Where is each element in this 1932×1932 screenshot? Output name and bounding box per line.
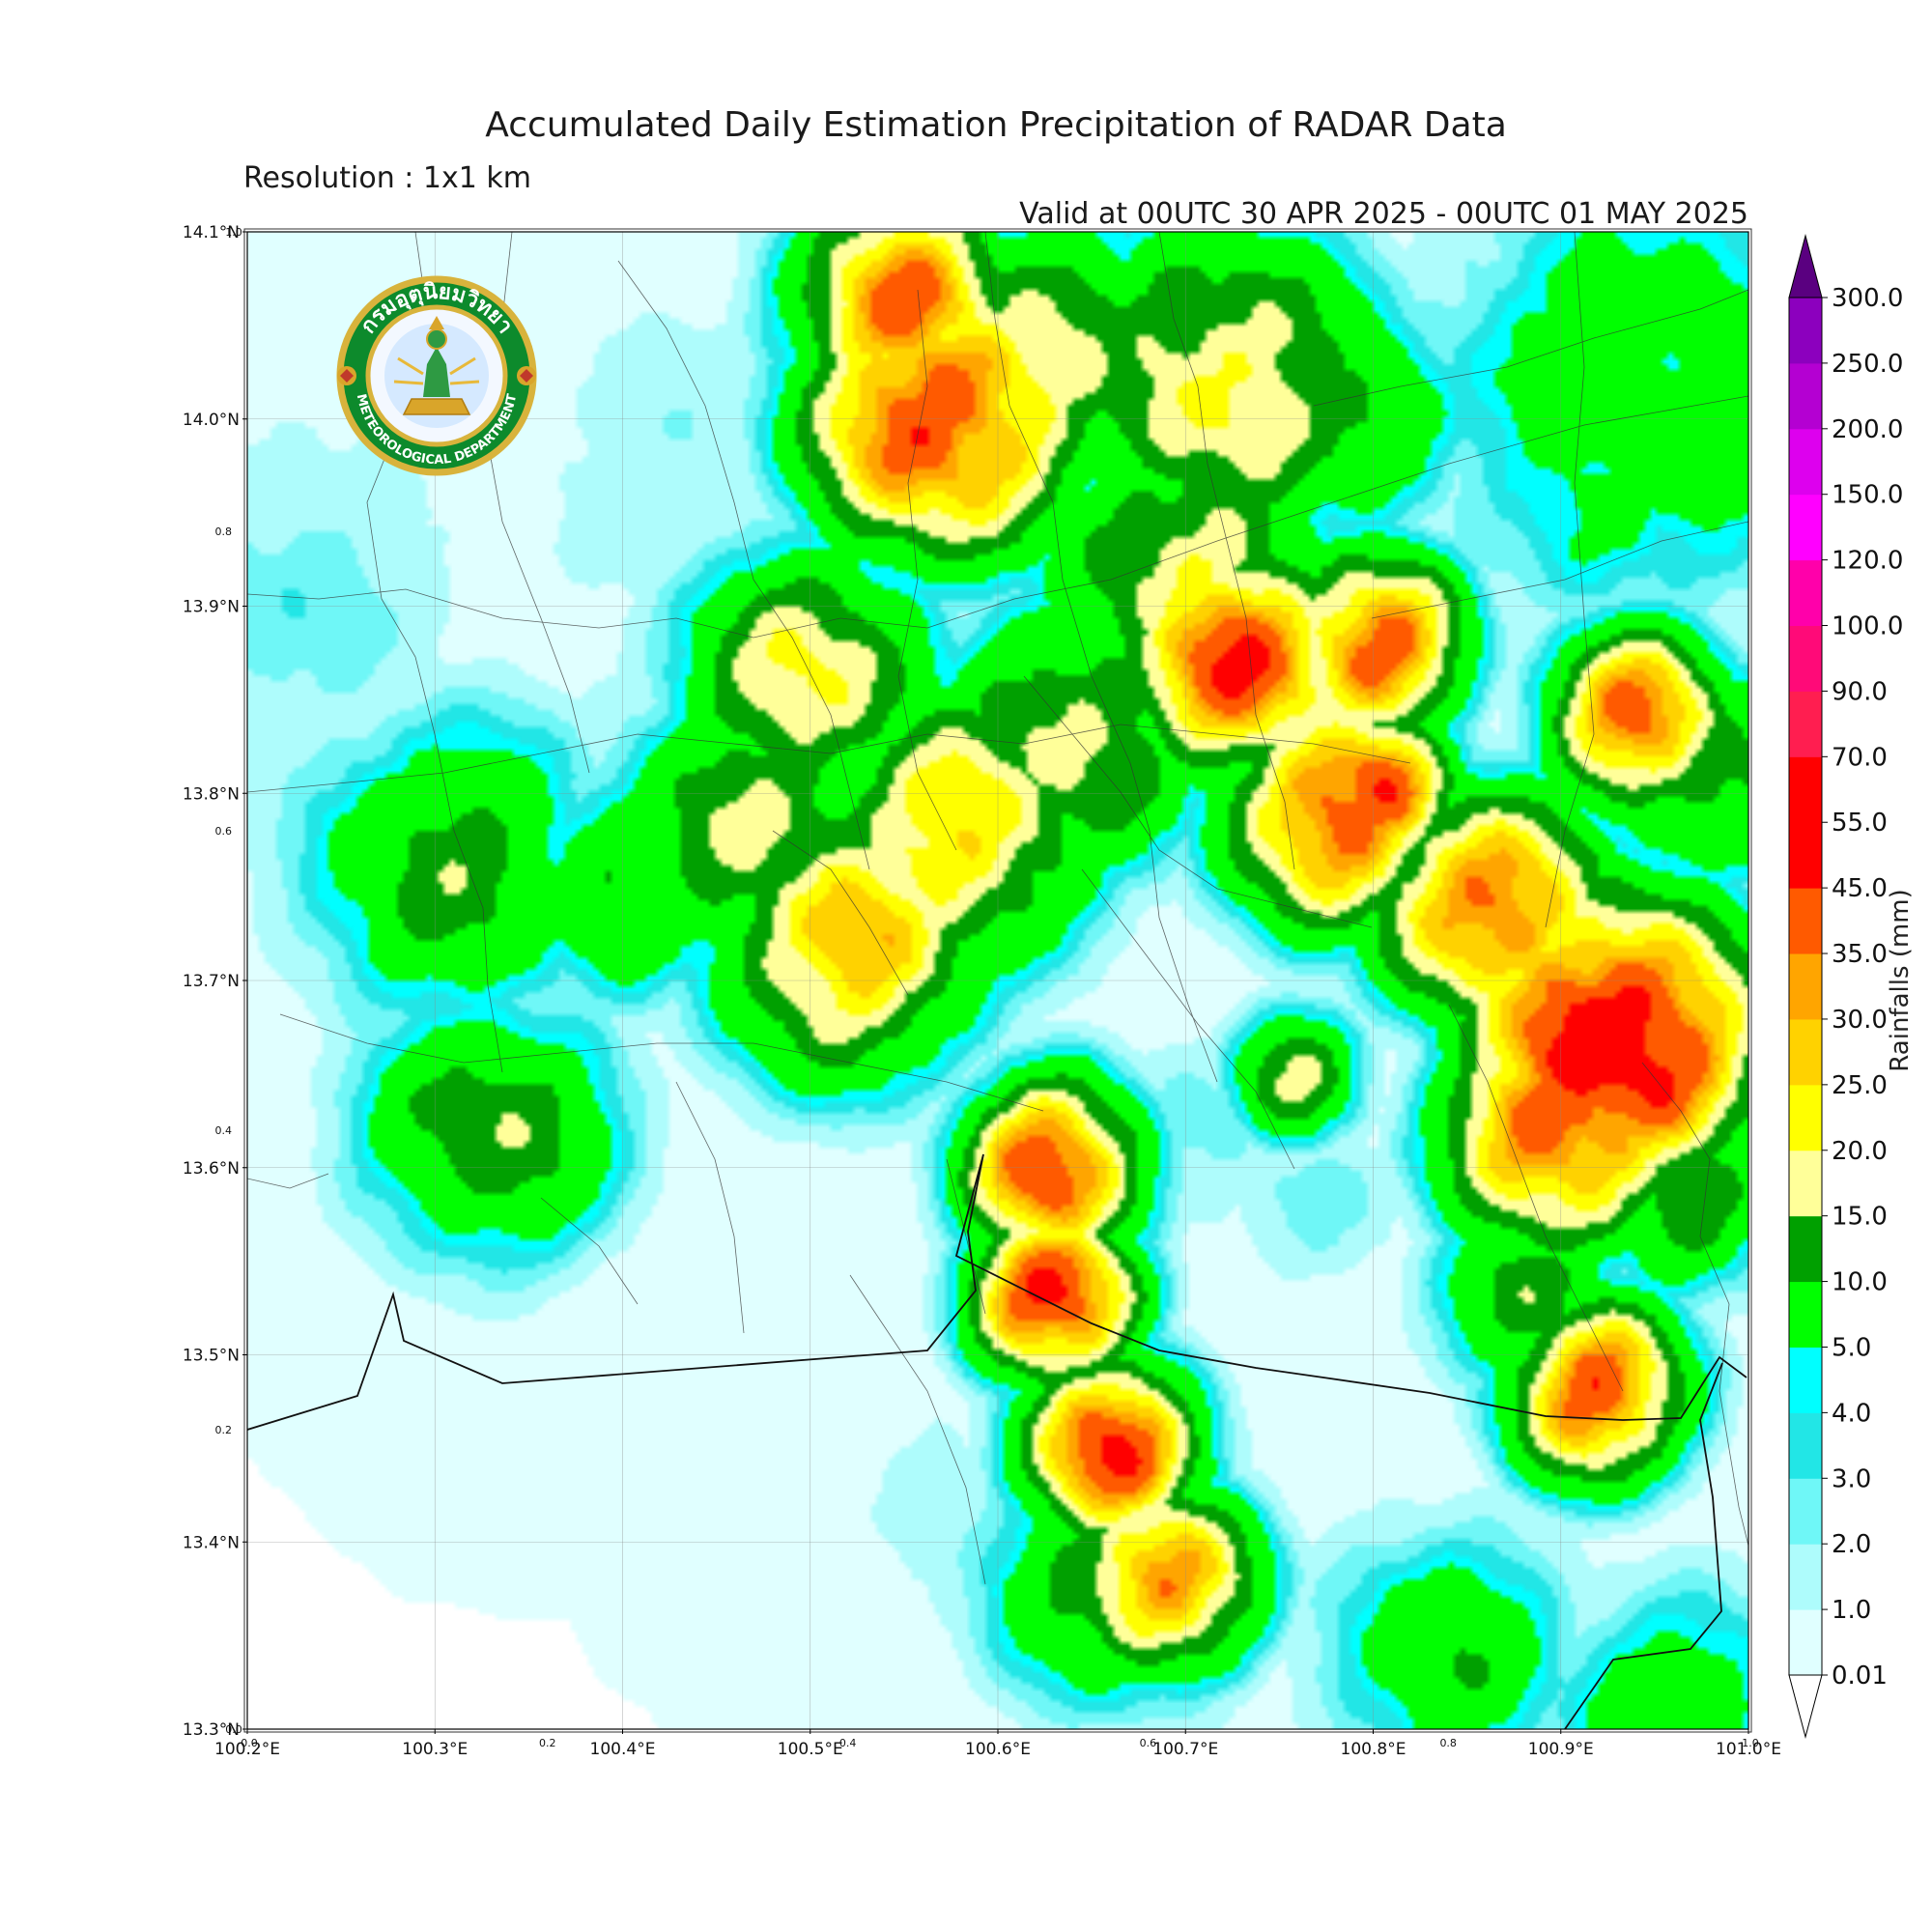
ghost-y-tick: 0.8 — [215, 526, 233, 538]
colorbar-bin — [1789, 1609, 1822, 1676]
x-axis-ticks: 100.2°E 100.3°E 100.4°E 100.5°E 100.6°E 100.7… — [214, 1729, 1781, 1759]
colorbar-label: 0.01 — [1832, 1662, 1888, 1690]
ghost-y-tick: 0.2 — [215, 1424, 233, 1436]
colorbar-bin — [1789, 953, 1822, 1020]
colorbar-label: 150.0 — [1832, 481, 1903, 510]
y-tick-label: 13.6°N — [183, 1159, 240, 1179]
ghost-x-tick: 0.4 — [839, 1737, 857, 1749]
colorbar-bin — [1789, 1347, 1822, 1413]
x-tick-label: 100.9°E — [1528, 1740, 1594, 1759]
colorbar-label: 25.0 — [1832, 1071, 1888, 1100]
ghost-corner-tick: 0.0 — [225, 1723, 242, 1736]
y-tick-label: 14.0°N — [183, 411, 240, 430]
colorbar-label: 90.0 — [1832, 677, 1888, 706]
colorbar-label: 20.0 — [1832, 1137, 1888, 1166]
x-tick-label: 100.2°E — [214, 1740, 280, 1759]
y-tick-label: 13.9°N — [183, 598, 240, 617]
colorbar-label: 5.0 — [1832, 1333, 1871, 1362]
colorbar-bin — [1789, 822, 1822, 889]
x-tick-label: 101.0°E — [1716, 1740, 1781, 1759]
ghost-y-tick: 0.4 — [215, 1124, 233, 1137]
colorbar-bin — [1789, 1150, 1822, 1217]
x-tick-label: 100.6°E — [965, 1740, 1031, 1759]
colorbar-label: 100.0 — [1832, 612, 1903, 641]
ghost-y-tick: 0.6 — [215, 825, 233, 838]
ghost-axis-ticks: 0.2 0.4 0.6 0.8 0.8 0.6 0.4 0.2 1.0 0.00.0 1.0 — [215, 226, 1759, 1749]
y-axis-ticks: 14.1°N 14.0°N 13.9°N 13.8°N 13.7°N 13.6°N 13.5… — [183, 223, 247, 1740]
valid-time-label: Valid at 00UTC 30 APR 2025 - 00UTC 01 MA… — [1019, 197, 1748, 231]
colorbar-bin — [1789, 1544, 1822, 1610]
colorbar: 0.01 1.0 2.0 3.0 4.0 5.0 10.0 15.0 20.0 25.0 30.0 3… — [1788, 234, 1903, 1739]
x-tick-label: 100.4°E — [590, 1740, 656, 1759]
ghost-corner-tick: 0.0 — [241, 1737, 258, 1749]
resolution-label: Resolution : 1x1 km — [243, 161, 531, 195]
map-title: Accumulated Daily Estimation Precipitati… — [485, 105, 1507, 145]
colorbar-label: 1.0 — [1832, 1596, 1871, 1625]
colorbar-label: 15.0 — [1832, 1203, 1888, 1232]
colorbar-label: 4.0 — [1832, 1399, 1871, 1428]
colorbar-bin — [1789, 1412, 1822, 1479]
map-gridlines — [247, 232, 1748, 1729]
colorbar-bin — [1789, 1281, 1822, 1348]
colorbar-bin — [1789, 428, 1822, 496]
x-tick-label: 100.7°E — [1152, 1740, 1218, 1759]
colorbar-label: 35.0 — [1832, 940, 1888, 969]
colorbar-bin — [1789, 298, 1822, 364]
tmd-logo: กรมอุตุนิยมวิทยา METEOROLOGICAL DEPARTME… — [336, 275, 537, 476]
y-tick-label: 13.3°N — [183, 1720, 240, 1740]
colorbar-bin — [1789, 888, 1822, 954]
ghost-x-tick: 0.6 — [1140, 1737, 1157, 1749]
y-tick-label: 13.4°N — [183, 1533, 240, 1552]
radar-map — [243, 228, 1752, 1733]
ghost-x-tick: 0.2 — [539, 1737, 556, 1749]
colorbar-bin — [1789, 1478, 1822, 1545]
colorbar-label: 300.0 — [1832, 284, 1903, 313]
colorbar-label: 3.0 — [1832, 1464, 1871, 1493]
colorbar-label: 200.0 — [1832, 415, 1903, 444]
colorbar-bin — [1789, 756, 1822, 823]
district-boundaries — [247, 232, 1748, 1585]
colorbar-label: 70.0 — [1832, 743, 1888, 772]
colorbar-bin — [1789, 1215, 1822, 1283]
colorbar-label: 2.0 — [1832, 1530, 1871, 1559]
colorbar-bin — [1789, 559, 1822, 627]
colorbar-title: Rainfalls (mm) — [1886, 889, 1915, 1071]
colorbar-label: 250.0 — [1832, 350, 1903, 379]
colorbar-bin — [1789, 691, 1822, 757]
coastline — [247, 1153, 1747, 1729]
colorbar-bin — [1789, 362, 1822, 430]
x-tick-label: 100.3°E — [402, 1740, 468, 1759]
ghost-corner-tick: 1.0 — [1742, 1737, 1759, 1749]
colorbar-label: 120.0 — [1832, 547, 1903, 576]
y-tick-label: 13.8°N — [183, 784, 240, 804]
y-tick-label: 13.5°N — [183, 1347, 240, 1366]
colorbar-label: 30.0 — [1832, 1006, 1888, 1035]
ghost-corner-tick: 1.0 — [225, 226, 242, 239]
x-tick-label: 100.5°E — [778, 1740, 843, 1759]
colorbar-bin — [1789, 625, 1822, 692]
y-tick-label: 13.7°N — [183, 972, 240, 991]
ghost-x-tick: 0.8 — [1439, 1737, 1457, 1749]
x-tick-label: 100.8°E — [1341, 1740, 1406, 1759]
colorbar-under-arrow — [1788, 1674, 1823, 1739]
y-tick-label: 14.1°N — [183, 223, 240, 242]
colorbar-bin — [1789, 1018, 1822, 1086]
colorbar-label: 55.0 — [1832, 809, 1888, 838]
colorbar-label: 10.0 — [1832, 1268, 1888, 1297]
colorbar-label: 45.0 — [1832, 874, 1888, 903]
colorbar-bin — [1789, 494, 1822, 561]
colorbar-over-arrow — [1788, 234, 1823, 298]
colorbar-bin — [1789, 1084, 1822, 1151]
